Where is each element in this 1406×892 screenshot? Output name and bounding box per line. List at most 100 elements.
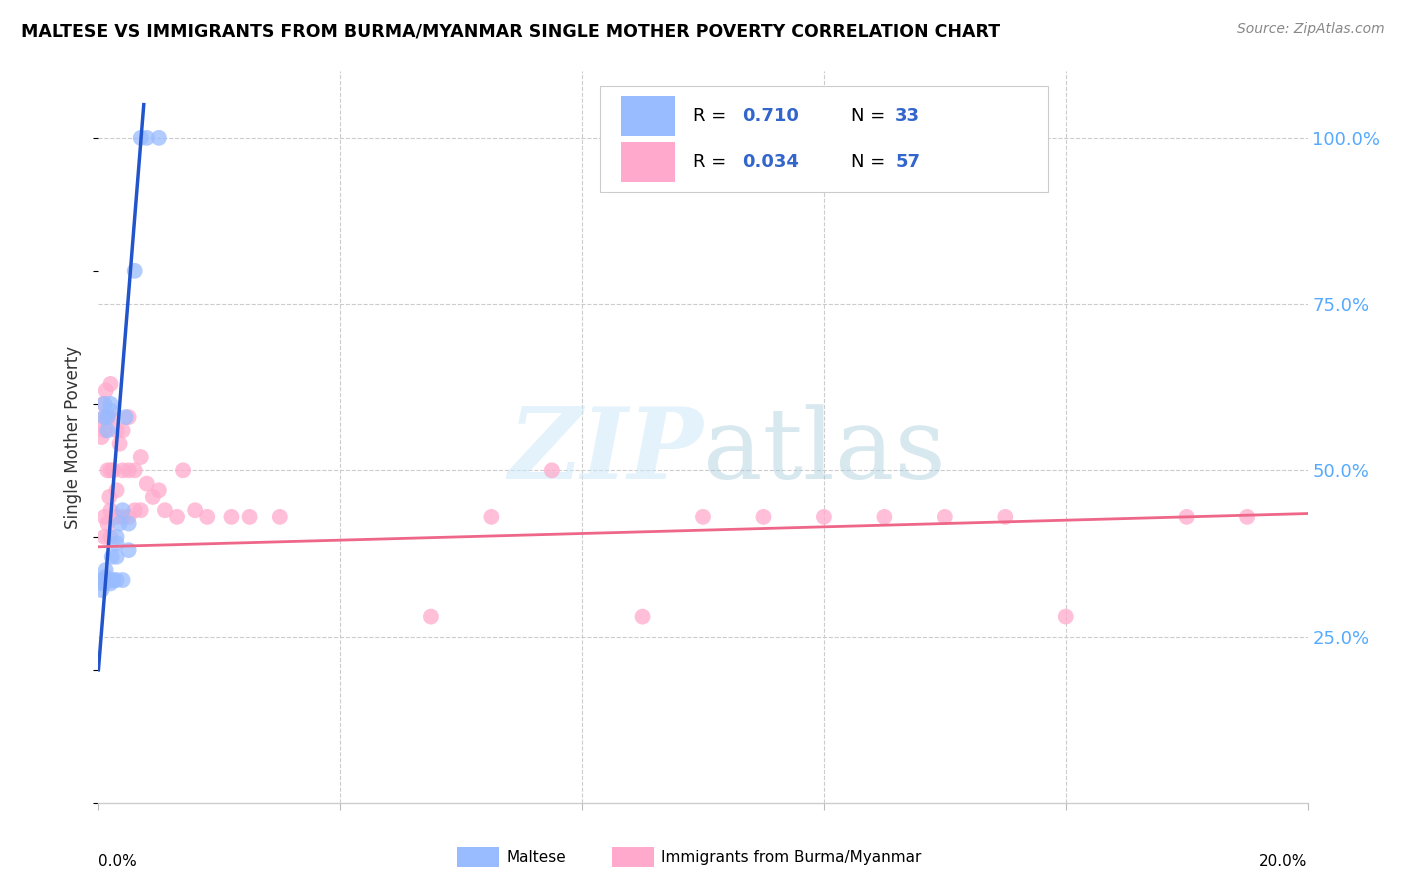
Point	[105, 509, 128, 524]
Point	[420, 609, 443, 624]
Text: ZIP: ZIP	[508, 403, 703, 500]
Point	[111, 463, 134, 477]
Point	[105, 483, 128, 498]
Point	[195, 509, 218, 524]
Point	[111, 424, 134, 438]
Point	[90, 430, 112, 444]
Point	[103, 463, 125, 477]
Point	[96, 516, 118, 531]
Point	[124, 503, 146, 517]
Point	[118, 509, 141, 524]
Text: R =: R =	[693, 153, 733, 170]
Point	[111, 503, 134, 517]
Text: 57: 57	[896, 153, 921, 170]
Point	[118, 410, 141, 425]
Text: Maltese: Maltese	[506, 850, 565, 864]
Point	[111, 509, 134, 524]
Y-axis label: Single Mother Poverty: Single Mother Poverty	[65, 345, 83, 529]
Point	[873, 509, 896, 524]
Point	[103, 573, 125, 587]
Point	[166, 509, 188, 524]
Point	[93, 410, 115, 425]
Point	[129, 450, 152, 464]
Point	[124, 264, 146, 278]
Point	[114, 410, 136, 425]
Point	[105, 530, 128, 544]
Point	[105, 536, 128, 550]
Point	[269, 509, 291, 524]
Text: 0.710: 0.710	[742, 107, 799, 125]
Point	[100, 376, 122, 391]
Point	[100, 410, 122, 425]
Point	[692, 509, 714, 524]
Point	[96, 424, 118, 438]
Point	[540, 463, 562, 477]
Point	[93, 576, 115, 591]
Point	[1236, 509, 1258, 524]
Point	[93, 397, 115, 411]
Point	[184, 503, 207, 517]
Point	[994, 509, 1017, 524]
Text: R =: R =	[693, 107, 733, 125]
Point	[93, 410, 115, 425]
Text: 0.034: 0.034	[742, 153, 799, 170]
Point	[96, 410, 118, 425]
Point	[752, 509, 775, 524]
Point	[105, 424, 128, 438]
Point	[135, 131, 157, 145]
Text: 33: 33	[896, 107, 921, 125]
Point	[813, 509, 835, 524]
Point	[118, 463, 141, 477]
Point	[108, 516, 131, 531]
Text: N =: N =	[851, 107, 890, 125]
Text: 0.0%: 0.0%	[98, 854, 138, 869]
Point	[94, 384, 117, 398]
FancyBboxPatch shape	[600, 86, 1047, 192]
Point	[90, 417, 112, 431]
Point	[100, 403, 122, 417]
Point	[90, 573, 112, 587]
Point	[1054, 609, 1077, 624]
FancyBboxPatch shape	[621, 96, 675, 136]
Point	[91, 397, 114, 411]
Point	[934, 509, 956, 524]
Point	[100, 576, 122, 591]
Point	[111, 573, 134, 587]
Point	[91, 573, 114, 587]
Text: Source: ZipAtlas.com: Source: ZipAtlas.com	[1237, 22, 1385, 37]
Point	[129, 131, 152, 145]
Point	[100, 530, 122, 544]
Point	[118, 516, 141, 531]
Point	[153, 503, 176, 517]
Point	[96, 463, 118, 477]
Point	[94, 570, 117, 584]
Point	[118, 543, 141, 558]
Point	[481, 509, 503, 524]
Point	[105, 573, 128, 587]
Point	[148, 131, 170, 145]
Point	[100, 463, 122, 477]
Text: N =: N =	[851, 153, 890, 170]
Point	[94, 563, 117, 577]
Point	[105, 549, 128, 564]
Point	[1175, 509, 1198, 524]
Text: atlas: atlas	[703, 404, 946, 500]
Point	[100, 573, 122, 587]
Point	[93, 424, 115, 438]
Point	[108, 436, 131, 450]
Text: Immigrants from Burma/Myanmar: Immigrants from Burma/Myanmar	[661, 850, 921, 864]
Point	[93, 530, 115, 544]
Text: MALTESE VS IMMIGRANTS FROM BURMA/MYANMAR SINGLE MOTHER POVERTY CORRELATION CHART: MALTESE VS IMMIGRANTS FROM BURMA/MYANMAR…	[21, 22, 1000, 40]
FancyBboxPatch shape	[621, 142, 675, 182]
Point	[142, 490, 165, 504]
Point	[98, 490, 121, 504]
Point	[172, 463, 194, 477]
Point	[100, 549, 122, 564]
Point	[98, 573, 121, 587]
Point	[221, 509, 243, 524]
Point	[148, 483, 170, 498]
Text: 20.0%: 20.0%	[1260, 854, 1308, 869]
Point	[135, 476, 157, 491]
Point	[631, 609, 654, 624]
Point	[100, 503, 122, 517]
